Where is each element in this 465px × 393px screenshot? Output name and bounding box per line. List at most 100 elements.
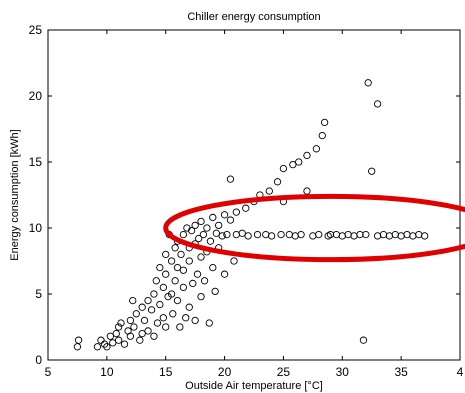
- scatter-point: [185, 303, 193, 311]
- scatter-point: [230, 257, 238, 265]
- y-ticks: 0 5 10 15 20 25: [29, 23, 460, 367]
- scatter-point: [277, 230, 285, 239]
- scatter-point: [295, 158, 303, 166]
- y-tick-label: 25: [29, 23, 43, 37]
- scatter-point: [364, 79, 372, 87]
- x-tick-label: 10: [100, 365, 114, 379]
- scatter-point: [297, 230, 305, 239]
- scatter-point: [206, 237, 215, 245]
- scatter-point: [226, 175, 235, 183]
- scatter-point: [179, 266, 188, 274]
- scatter-point: [106, 332, 115, 340]
- scatter-point: [173, 296, 182, 305]
- scatter-point: [203, 224, 211, 232]
- scatter-point: [209, 213, 217, 222]
- scatter-point: [171, 244, 179, 252]
- scatter-point: [100, 340, 109, 348]
- scatter-point: [218, 232, 226, 240]
- scatter-point: [215, 221, 223, 230]
- x-tick-label: 5: [45, 365, 52, 379]
- scatter-point: [211, 287, 219, 296]
- scatter-point: [197, 253, 205, 261]
- scatter-point: [114, 323, 123, 331]
- scatter-point: [195, 234, 203, 243]
- scatter-point: [315, 230, 323, 239]
- scatter-point: [320, 118, 329, 127]
- scatter-point: [368, 167, 376, 175]
- scatter-point: [177, 250, 185, 259]
- scatter-point: [279, 164, 288, 173]
- x-tick-label: 25: [277, 365, 291, 379]
- scatter-point: [359, 336, 368, 344]
- scatter-point: [220, 270, 229, 278]
- x-tick-label: 35: [394, 365, 408, 379]
- scatter-point: [120, 340, 129, 348]
- scatter-point: [114, 336, 123, 344]
- scatter-point: [356, 230, 364, 239]
- scatter-point: [197, 217, 205, 226]
- scatter-point: [421, 232, 429, 240]
- scatter-point: [182, 314, 190, 322]
- scatter-point: [209, 263, 217, 272]
- scatter-point: [268, 232, 276, 240]
- scatter-point: [220, 211, 229, 219]
- scatter-point: [199, 230, 208, 239]
- scatter-point: [162, 323, 170, 331]
- scatter-point: [103, 343, 111, 351]
- scatter-point: [140, 316, 149, 325]
- scatter-point: [150, 332, 158, 340]
- y-tick-label: 0: [35, 353, 42, 367]
- scatter-point: [138, 303, 146, 311]
- scatter-point: [150, 290, 158, 298]
- scatter-point: [132, 310, 140, 318]
- scatter-point: [138, 329, 146, 338]
- scatter-point: [212, 229, 220, 237]
- scatter-point: [153, 319, 162, 327]
- scatter-point: [112, 329, 120, 338]
- scatter-point: [147, 306, 156, 314]
- y-tick-label: 15: [29, 155, 43, 169]
- y-tick-label: 20: [29, 89, 43, 103]
- scatter-point: [159, 314, 168, 322]
- scatter-point: [200, 277, 209, 285]
- scatter-point: [362, 230, 370, 239]
- scatter-point: [273, 178, 282, 186]
- scatter-point: [253, 230, 262, 239]
- scatter-point: [167, 290, 176, 298]
- scatter-point: [93, 343, 102, 351]
- scatter-point: [303, 151, 311, 160]
- scatter-point: [74, 336, 83, 344]
- x-ticks: 5 10 15 20 25 30 35 4: [45, 30, 464, 379]
- scatter-point: [126, 332, 135, 340]
- scatter-point: [232, 208, 240, 216]
- y-tick-label: 5: [35, 287, 42, 301]
- scatter-point: [289, 160, 297, 169]
- y-axis-label: Energy consumption [kWh]: [9, 129, 21, 260]
- scatter-point: [136, 336, 144, 344]
- scatter-point: [167, 257, 176, 265]
- scatter-point: [144, 327, 152, 335]
- scatter-point: [156, 300, 164, 309]
- scatter-point: [238, 229, 246, 237]
- scatter-point: [226, 216, 235, 224]
- chart-title: Chiller energy consumption: [187, 11, 320, 23]
- scatter-points: [73, 79, 429, 351]
- x-tick-label: 20: [218, 365, 232, 379]
- scatter-point: [156, 263, 164, 272]
- scatter-point: [179, 230, 188, 239]
- scatter-point: [193, 270, 202, 278]
- scatter-point: [129, 296, 137, 305]
- scatter-point: [318, 131, 326, 140]
- scatter-point: [242, 204, 250, 212]
- scatter-point: [176, 323, 184, 331]
- scatter-point: [244, 232, 252, 240]
- scatter-point: [144, 296, 152, 305]
- scatter-point: [171, 277, 179, 285]
- x-tick-label: 15: [159, 365, 173, 379]
- scatter-point: [191, 221, 199, 230]
- scatter-point: [159, 283, 168, 292]
- y-tick-label: 10: [29, 221, 43, 235]
- x-tick-label: 4: [457, 365, 464, 379]
